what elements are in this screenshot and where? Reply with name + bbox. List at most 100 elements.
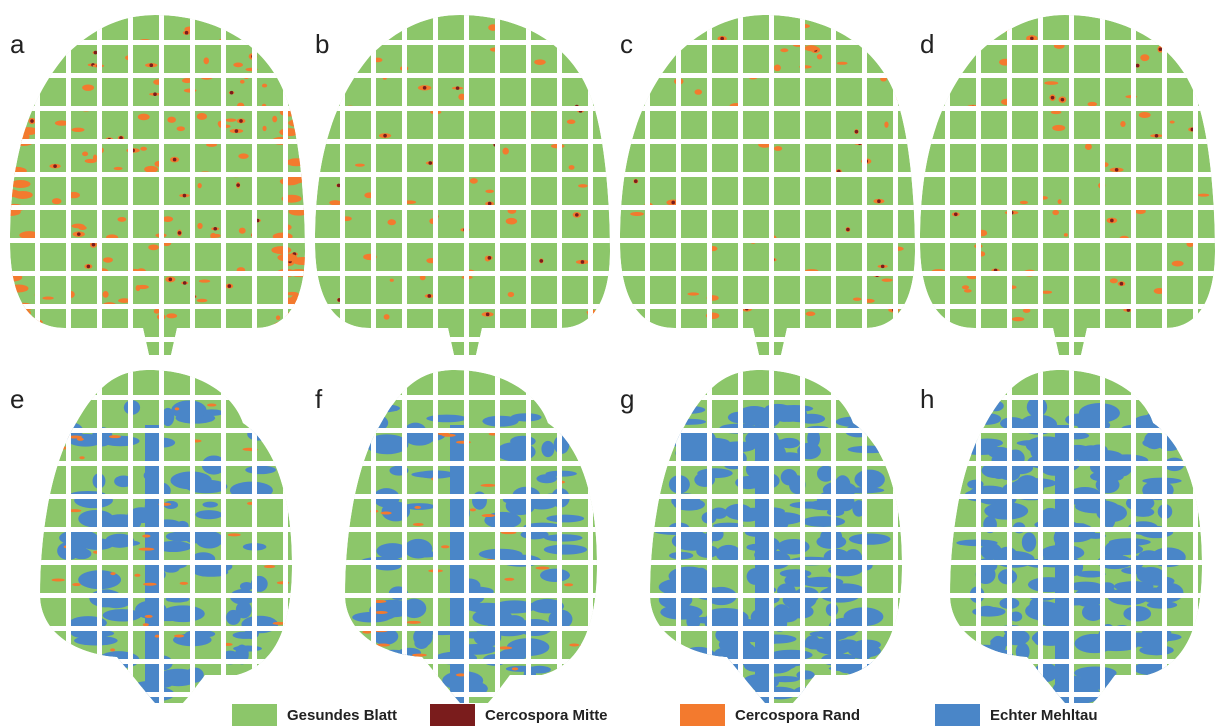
cercospora-edge <box>198 183 202 188</box>
panel-label: g <box>620 384 634 414</box>
mildew-patch <box>111 540 140 546</box>
cercospora-edge <box>413 523 424 526</box>
mildew-patch <box>414 637 428 649</box>
mildew-patch <box>670 673 701 679</box>
mildew-patch <box>372 399 391 413</box>
cercospora-edge <box>144 166 158 173</box>
grid-gap <box>615 461 925 466</box>
cercospora-center <box>881 265 885 269</box>
cercospora-edge <box>569 643 579 646</box>
cercospora-edge <box>1187 46 1193 50</box>
panel-label: d <box>920 29 934 59</box>
cercospora-edge <box>329 200 341 205</box>
cercospora-center <box>1110 219 1114 223</box>
grid-gap <box>645 365 650 715</box>
grid-gap <box>5 692 315 697</box>
cercospora-edge <box>648 43 653 46</box>
cercospora-center <box>53 164 57 168</box>
grid-gap <box>707 365 712 715</box>
cercospora-edge <box>485 190 494 193</box>
cercospora-edge <box>175 407 180 410</box>
mildew-patch <box>101 654 116 672</box>
cercospora-edge <box>1195 25 1207 29</box>
grid-gap <box>310 560 620 565</box>
cercospora-edge <box>52 578 65 581</box>
grid-gap <box>5 461 315 466</box>
cercospora-edge <box>567 120 576 125</box>
mildew-patch <box>225 679 237 687</box>
leaf-panel <box>915 365 1218 715</box>
cercospora-edge <box>174 634 184 637</box>
mildew-patch <box>200 409 224 416</box>
cercospora-center <box>235 129 239 133</box>
cercospora-edge <box>949 56 959 62</box>
mildew-patch <box>404 539 432 559</box>
cercospora-edge <box>138 114 150 121</box>
grid-gap <box>915 461 1218 466</box>
leaf-panel <box>0 10 315 360</box>
cercospora-edge <box>531 677 544 680</box>
legend-label: Echter Mehltau <box>990 707 1098 724</box>
grid-gap <box>310 461 620 466</box>
cercospora-edge <box>502 148 509 155</box>
cercospora-edge <box>362 657 376 660</box>
cercospora-center <box>423 86 427 90</box>
mildew-patch <box>711 508 728 519</box>
cercospora-edge <box>564 26 571 32</box>
cercospora-edge <box>32 71 45 76</box>
cercospora-center <box>283 61 287 65</box>
cercospora-edge <box>110 648 115 651</box>
mildew-patch <box>835 678 868 689</box>
mildew-patch <box>544 534 583 541</box>
grid-gap <box>310 527 620 532</box>
cercospora-edge <box>264 565 275 568</box>
cercospora-edge <box>262 84 267 88</box>
cercospora-edge <box>806 312 816 316</box>
cercospora-edge <box>375 611 388 614</box>
cercospora-edge <box>578 184 588 187</box>
cercospora-edge <box>861 33 874 38</box>
cercospora-edge <box>774 146 782 151</box>
cercospora-edge <box>384 314 390 320</box>
mildew-patch <box>365 404 400 412</box>
cercospora-edge <box>837 62 848 65</box>
mildew-patch <box>408 683 435 691</box>
cercospora-center <box>855 130 859 134</box>
cercospora-center <box>94 51 98 55</box>
mildew-patch <box>999 684 1039 700</box>
mildew-patch <box>1017 440 1049 446</box>
cercospora-center <box>185 31 189 35</box>
cercospora-edge <box>8 284 28 292</box>
grid-gap <box>945 365 950 715</box>
figure: abcdefghGesundes BlattCercospora MitteCe… <box>0 0 1218 727</box>
cercospora-edge <box>79 456 84 459</box>
cercospora-center <box>1120 282 1124 286</box>
grid-gap <box>310 337 620 342</box>
cercospora-center <box>213 227 217 231</box>
grid-gap <box>310 172 620 177</box>
cercospora-edge <box>82 152 88 157</box>
cercospora-edge <box>31 319 43 325</box>
cercospora-edge <box>780 48 788 52</box>
leaf-map <box>615 365 925 715</box>
grid-gap <box>5 205 315 210</box>
cercospora-edge <box>679 31 692 37</box>
mildew-patch <box>853 640 881 650</box>
grid-gap <box>310 659 620 664</box>
cercospora-edge <box>504 578 514 581</box>
mildew-patch <box>716 545 742 562</box>
cercospora-center <box>30 119 34 123</box>
cercospora-edge <box>1085 143 1092 149</box>
cercospora-edge <box>1198 194 1209 197</box>
grid-gap <box>310 494 620 499</box>
cercospora-center <box>239 119 243 123</box>
cercospora-center <box>383 134 387 138</box>
mildew-patch <box>851 401 882 413</box>
cercospora-edge <box>71 224 84 229</box>
grid-gap <box>1193 365 1198 715</box>
mildew-patch <box>540 569 570 582</box>
mildew-patch <box>256 423 271 441</box>
cercospora-edge <box>343 48 353 53</box>
mildew-patch <box>1074 667 1117 680</box>
cercospora-edge <box>72 128 85 132</box>
